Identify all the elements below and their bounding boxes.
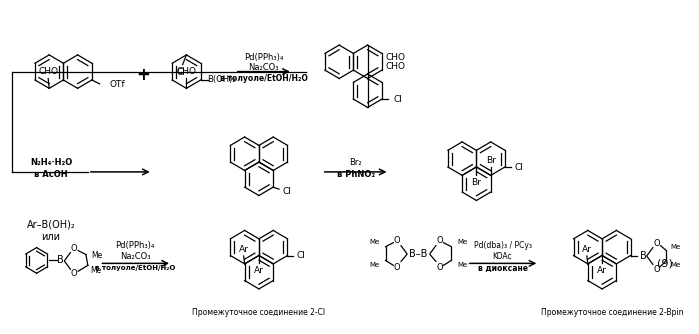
Text: B: B bbox=[57, 256, 64, 266]
Text: в толуоле/EtOH/H₂O: в толуоле/EtOH/H₂O bbox=[95, 265, 175, 271]
Text: O: O bbox=[394, 236, 401, 245]
Text: +: + bbox=[136, 65, 150, 84]
Text: B: B bbox=[640, 250, 647, 261]
Text: KOAc: KOAc bbox=[493, 252, 512, 261]
Text: Me: Me bbox=[89, 266, 101, 275]
Text: O: O bbox=[654, 239, 660, 248]
Text: Me: Me bbox=[670, 243, 681, 249]
Text: N₂H₄·H₂O: N₂H₄·H₂O bbox=[30, 158, 72, 167]
Text: в AcOH: в AcOH bbox=[34, 170, 68, 179]
Text: (9): (9) bbox=[657, 259, 673, 269]
Text: Br: Br bbox=[472, 178, 482, 187]
Text: Промежуточное соединение 2-Cl: Промежуточное соединение 2-Cl bbox=[192, 308, 326, 317]
Text: O: O bbox=[71, 269, 78, 278]
Text: CHO: CHO bbox=[386, 53, 405, 62]
Text: Cl: Cl bbox=[296, 251, 305, 260]
Text: Промежуточное соединение 2-Bpin: Промежуточное соединение 2-Bpin bbox=[540, 308, 683, 317]
Text: в диоксане: в диоксане bbox=[477, 264, 528, 273]
Text: Ar: Ar bbox=[239, 244, 249, 254]
Text: Me: Me bbox=[670, 262, 681, 268]
Text: Me: Me bbox=[370, 262, 380, 268]
Text: Pd(dba)₃ / PCy₃: Pd(dba)₃ / PCy₃ bbox=[473, 241, 531, 250]
Text: в толуоле/EtOH/H₂O: в толуоле/EtOH/H₂O bbox=[219, 74, 308, 83]
Text: CHO: CHO bbox=[176, 67, 196, 76]
Text: Na₂CO₃: Na₂CO₃ bbox=[120, 252, 150, 261]
Text: B–B: B–B bbox=[409, 248, 428, 259]
Text: Cl: Cl bbox=[514, 163, 523, 171]
Text: Me: Me bbox=[92, 251, 103, 260]
Text: O: O bbox=[71, 244, 78, 253]
Text: Ar: Ar bbox=[582, 244, 592, 254]
Text: в PhNO₂: в PhNO₂ bbox=[336, 170, 375, 179]
Text: CHO: CHO bbox=[386, 62, 405, 71]
Text: Br: Br bbox=[486, 156, 496, 165]
Text: B(OH)₂: B(OH)₂ bbox=[208, 75, 236, 85]
Text: Na₂CO₃: Na₂CO₃ bbox=[249, 63, 279, 72]
Text: Me: Me bbox=[457, 262, 468, 268]
Text: Cl: Cl bbox=[394, 95, 403, 104]
Text: или: или bbox=[42, 232, 61, 242]
Text: Ar: Ar bbox=[597, 266, 607, 275]
Text: O: O bbox=[654, 265, 660, 274]
Text: Me: Me bbox=[370, 239, 380, 245]
Text: Br₂: Br₂ bbox=[350, 158, 362, 167]
Text: Cl: Cl bbox=[282, 187, 291, 196]
Text: O: O bbox=[436, 236, 443, 245]
Text: Pd(PPh₃)₄: Pd(PPh₃)₄ bbox=[115, 241, 155, 250]
Text: Me: Me bbox=[457, 239, 468, 245]
Text: O: O bbox=[394, 263, 401, 272]
Text: Ar–B(OH)₂: Ar–B(OH)₂ bbox=[27, 219, 75, 229]
Text: Ar: Ar bbox=[254, 266, 264, 275]
Text: O: O bbox=[436, 263, 443, 272]
Text: Pd(PPh₃)₄: Pd(PPh₃)₄ bbox=[244, 53, 284, 62]
Text: Cl: Cl bbox=[176, 68, 185, 77]
Text: OTf: OTf bbox=[109, 80, 125, 90]
Text: CHO: CHO bbox=[38, 67, 58, 76]
